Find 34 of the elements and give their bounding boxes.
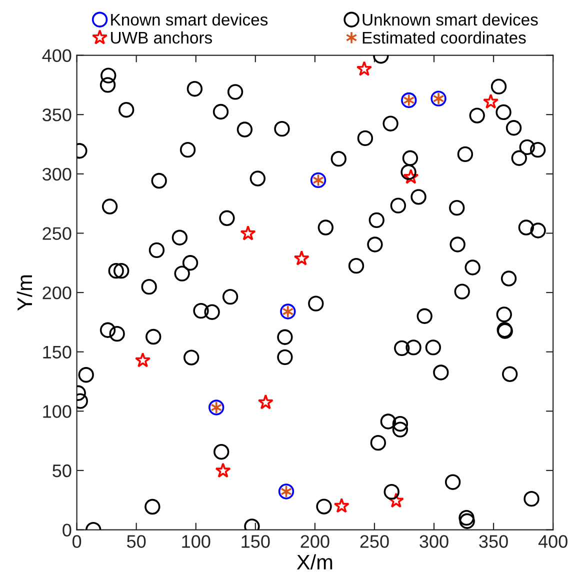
legend-label: Estimated coordinates bbox=[362, 31, 526, 44]
x-tick-label: 300 bbox=[420, 535, 448, 548]
point bbox=[403, 168, 419, 184]
point bbox=[334, 498, 350, 513]
legend-label: UWB anchors bbox=[111, 31, 212, 44]
point bbox=[356, 60, 372, 76]
x-tick-label: 400 bbox=[538, 535, 568, 548]
x-tick-label: 100 bbox=[182, 535, 210, 548]
y-tick-label: 250 bbox=[42, 227, 72, 240]
y-tick-label: 50 bbox=[52, 464, 72, 478]
x-axis-title: X/m bbox=[296, 554, 332, 570]
y-tick-label: 100 bbox=[43, 405, 72, 418]
x-tick-label: 150 bbox=[242, 535, 270, 548]
y-tick-label: 400 bbox=[42, 49, 72, 62]
legend-label: Unknown smart devices bbox=[362, 13, 538, 26]
x-tick-label: 350 bbox=[479, 535, 508, 548]
point bbox=[258, 394, 274, 410]
point bbox=[134, 352, 151, 368]
point bbox=[482, 94, 499, 109]
point bbox=[215, 462, 231, 478]
legend-label: Known smart devices bbox=[111, 13, 268, 26]
point bbox=[388, 492, 404, 508]
y-axis-title: Y/m bbox=[16, 275, 32, 311]
y-tick-label: 300 bbox=[42, 168, 72, 181]
x-tick-label: 200 bbox=[300, 535, 330, 548]
y-tick-label: 200 bbox=[42, 286, 72, 300]
y-tick-label: 350 bbox=[42, 108, 72, 122]
x-tick-label: 50 bbox=[127, 535, 146, 548]
x-tick-label: 0 bbox=[72, 535, 82, 548]
y-tick-label: 0 bbox=[62, 524, 72, 537]
x-tick-label: 250 bbox=[360, 535, 389, 548]
y-tick-label: 150 bbox=[43, 346, 72, 359]
point bbox=[240, 225, 256, 240]
point bbox=[294, 250, 310, 266]
